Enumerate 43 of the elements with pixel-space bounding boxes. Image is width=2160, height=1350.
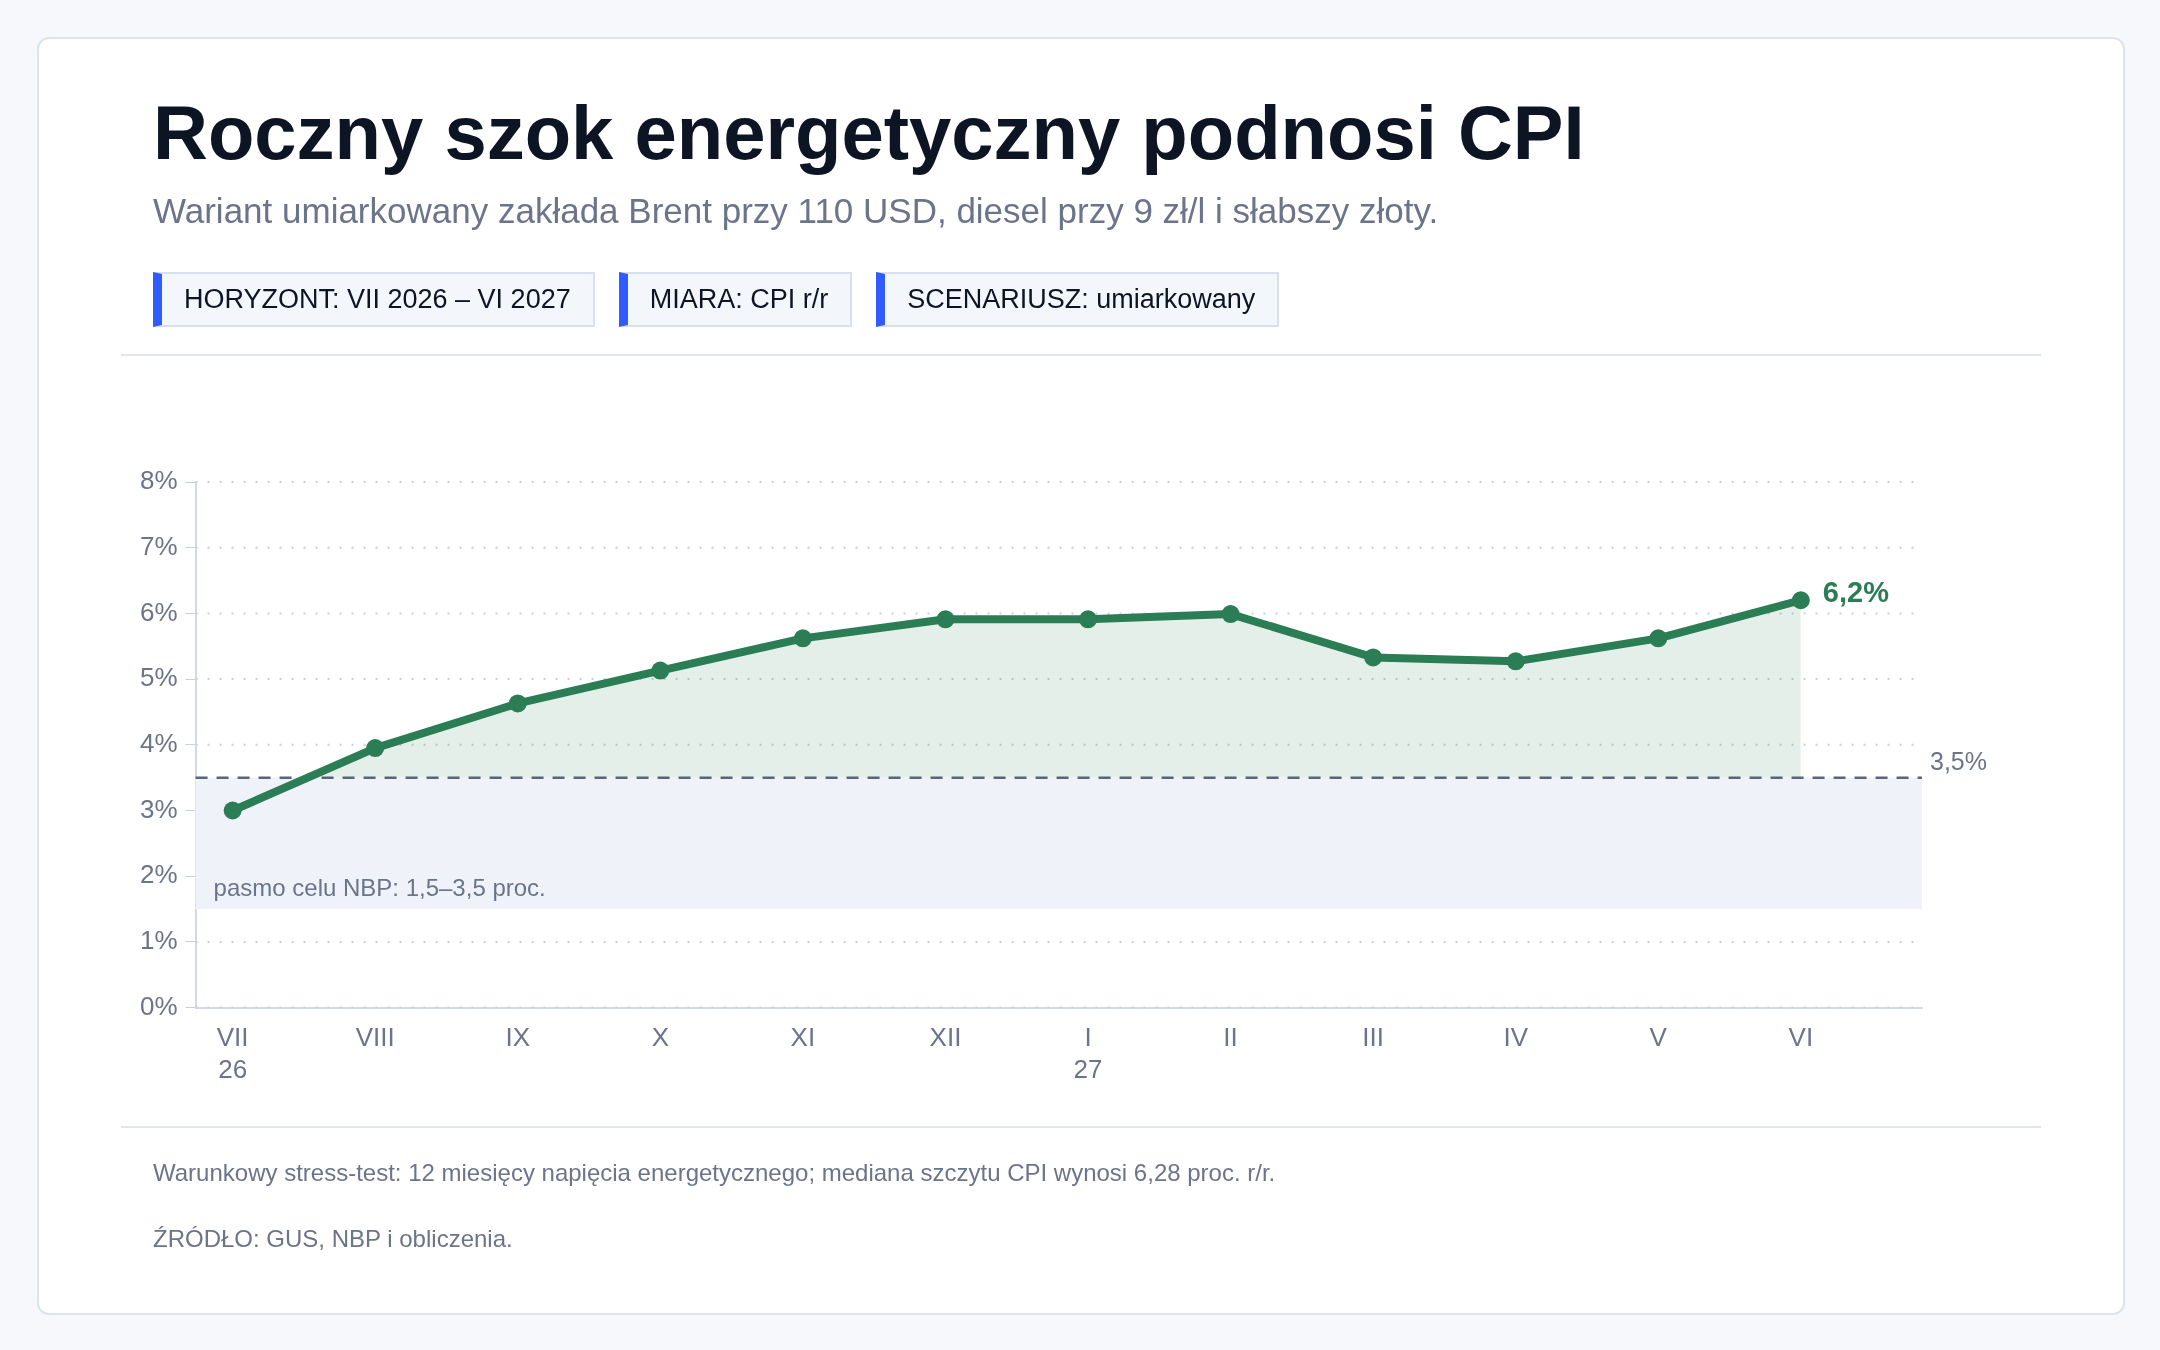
x-tick-label: II [1223,1022,1238,1053]
x-tick-label: XII [929,1022,962,1053]
point [1079,610,1098,629]
x-tick-label: IX [505,1022,531,1053]
text: Warunkowy stress-test: 12 miesięcy napięcia energetycznego; mediana szczytu CPI wynosi 6,28 proc. r/r. [153,1159,1276,1187]
y-tick-label: 7% [140,530,178,561]
x-tick-label: X [651,1022,669,1053]
point [1364,648,1383,667]
y-tick-label: 6% [140,596,178,627]
text: HORYZONT: VII 2026 – VI 2027 [153,272,595,327]
y-tick-label: 0% [140,990,178,1021]
y-tick-label: 2% [140,859,178,890]
y-tick-label: 5% [140,662,178,693]
point [1506,652,1525,671]
point [1221,605,1240,624]
point [223,801,242,820]
x-tick-label: VIII [355,1022,395,1053]
point [1649,629,1668,648]
point [651,661,670,680]
x-tick-label: I 27 [1073,1022,1103,1084]
y-tick-label: 4% [140,727,178,758]
x-tick-label: VI [1788,1022,1814,1053]
point [936,610,955,629]
chart-title: Roczny szok energetyczny podnosi CPI [153,89,1585,176]
band-label: pasmo celu NBP: 1,5–3,5 proc. [213,873,546,901]
ref-line-label: 3,5% [1930,746,1987,775]
x-tick-label: III [1362,1022,1384,1053]
point [508,694,527,713]
point [366,739,385,758]
y-tick-label: 8% [140,465,178,496]
x-tick-label: V [1649,1022,1668,1053]
x-tick-label: VII 26 [216,1022,249,1084]
text: MIARA: CPI r/r [618,272,853,327]
point [1791,591,1810,610]
text: SCENARIUSZ: umiarkowany [876,272,1280,327]
text: ŹRÓDŁO: GUS, NBP i obliczenia. [153,1225,514,1253]
y-tick-label: 3% [140,793,178,824]
point [793,629,812,648]
data-label: 6,2% [1822,576,1890,609]
x-tick-label: IV [1503,1022,1529,1053]
chart-subtitle: Wariant umiarkowany zakłada Brent przy 110 USD, diesel przy 9 zł/l i słabszy złoty. [153,191,1439,231]
x-tick-label: XI [790,1022,816,1053]
y-tick-label: 1% [140,925,178,956]
